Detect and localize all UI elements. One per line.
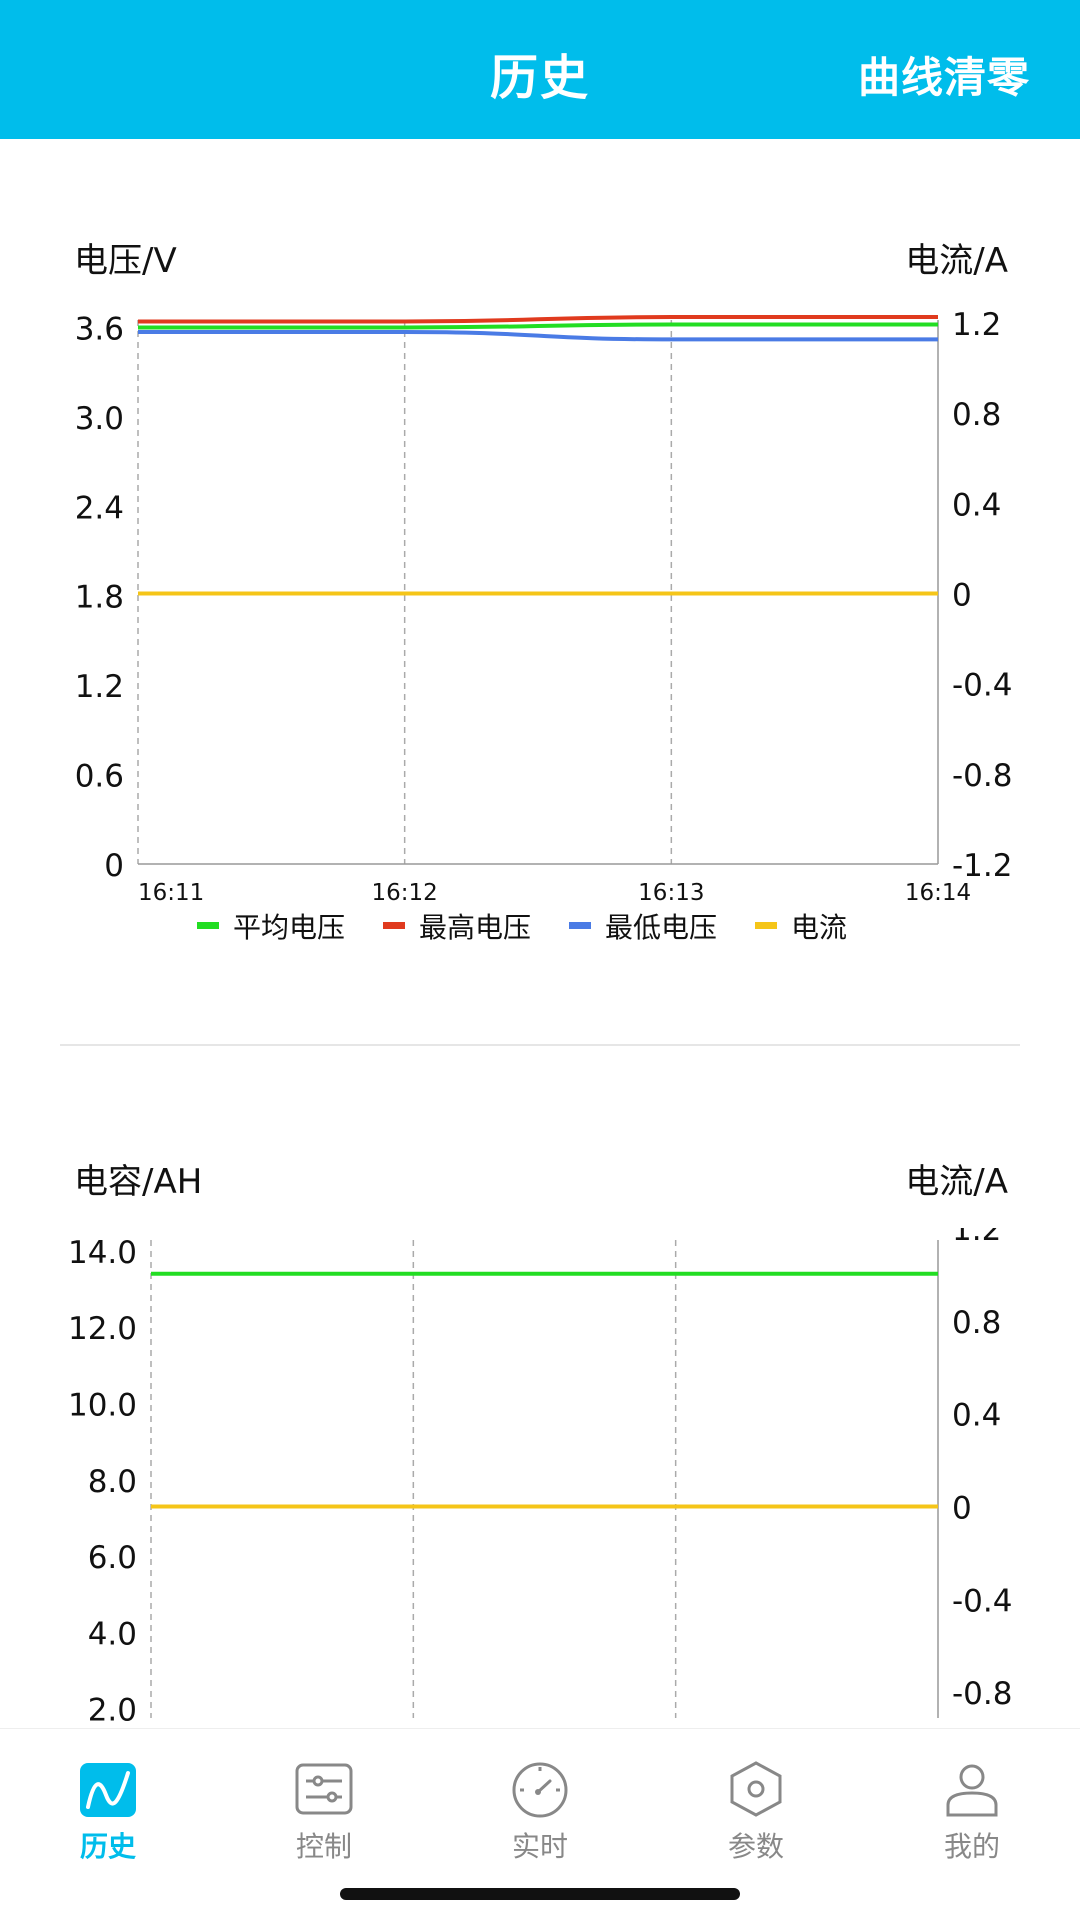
tab-realtime[interactable]: 实时 [460,1759,620,1879]
chart1-left-tick-label: 1.8 [75,580,124,616]
chart1-legend-label: 最低电压 [605,911,717,944]
chart1-series-line-2 [138,329,938,342]
chart1-right-tick-label: -0.8 [952,758,1013,794]
chart2-right-tick-label: 0 [952,1491,972,1527]
chart2-right-tick-label: -0.4 [952,1583,1013,1619]
chart1-left-tick-label: 2.4 [75,490,124,526]
tab-mine[interactable]: 我的 [892,1759,1052,1879]
bottom-tab-bar: 历史 控制 实时 [0,1728,1080,1920]
chart1-left-tick-label: 3.0 [75,401,124,437]
profile-person-icon [942,1759,1002,1819]
chart1-left-tick-label: 0.6 [75,759,124,795]
page-title: 历史 [489,50,590,106]
tab-history-label: 历史 [79,1830,136,1863]
chart1-left-axis-title: 电压/V [74,241,177,281]
chart1-series-line-0 [137,322,938,330]
tab-control-label: 控制 [295,1830,352,1863]
chart1-series-line-1 [138,315,938,324]
tab-mine-label: 我的 [943,1830,1000,1863]
chart1-x-tick-label: 16:13 [638,880,704,906]
chart2-left-tick-label: 12.0 [68,1311,137,1347]
parameters-hex-icon [726,1759,786,1819]
home-indicator [340,1888,740,1900]
chart1-right-axis-title: 电流/A [905,241,1008,281]
chart1-right-tick-label: -1.2 [952,848,1013,884]
top-bar: 历史 曲线清零 [0,0,1080,139]
chart1-x-tick-label: 16:11 [138,880,204,906]
chart2-left-tick-label: 4.0 [88,1616,137,1652]
tab-history[interactable]: 历史 [28,1759,188,1879]
chart1-left-tick-label: 3.6 [75,311,124,347]
chart1-legend-swatch [755,922,777,929]
chart1-legend-label: 最高电压 [419,911,531,944]
chart2-left-axis-title: 电容/AH [74,1162,203,1202]
tab-parameters-label: 参数 [727,1830,784,1863]
chart2-left-tick-label: 6.0 [88,1540,137,1576]
chart1-legend-swatch [197,922,219,929]
chart1-right-tick-label: 1.2 [952,307,1001,343]
realtime-gauge-icon [510,1759,570,1819]
clear-curves-button[interactable]: 曲线清零 [857,53,1030,102]
history-chart-icon [78,1759,138,1819]
section-divider [60,1044,1020,1046]
chart1-right-tick-label: 0 [952,578,972,614]
chart2-right-tick-label: 0.4 [952,1398,1001,1434]
chart2-right-tick-label: 1.2 [952,1228,1001,1248]
chart2-left-tick-label: 10.0 [68,1387,137,1423]
chart1-legend-swatch [569,922,591,929]
chart2-right-tick-label: -0.8 [952,1676,1013,1712]
capacity-current-chart: 2.0 4.0 6.0 8.0 10.0 12.0 14.0 -0.8 -0.4 0 0.4 0.8 1… [68,1228,1013,1728]
chart2-left-tick-label: 14.0 [68,1235,137,1271]
chart1-right-tick-label: 0.4 [952,487,1001,523]
tab-control[interactable]: 控制 [244,1759,404,1879]
chart1-x-tick-label: 16:12 [372,880,438,906]
chart2-right-tick-label: 0.8 [952,1305,1001,1341]
chart1-legend-label: 电流 [791,911,847,944]
chart1-left-tick-label: 0 [104,848,124,884]
chart1-legend-label: 平均电压 [233,911,345,944]
chart2-left-tick-label: 2.0 [88,1693,137,1728]
chart1-x-tick-label: 16:14 [905,880,971,906]
tab-realtime-label: 实时 [511,1830,568,1863]
chart1-right-tick-label: 0.8 [952,397,1001,433]
chart1-legend-swatch [383,922,405,929]
chart2-right-axis-title: 电流/A [905,1162,1008,1202]
tab-parameters[interactable]: 参数 [676,1759,836,1879]
chart1-right-tick-label: -0.4 [952,668,1013,704]
voltage-current-chart: 0 0.6 1.2 1.8 2.4 3.0 3.6 -1.2 -0.8 -0.4 0 0.4 0.8 1.… [75,307,1013,944]
control-sliders-icon [294,1759,354,1819]
chart1-left-tick-label: 1.2 [75,669,124,705]
chart2-left-tick-label: 8.0 [88,1464,137,1500]
